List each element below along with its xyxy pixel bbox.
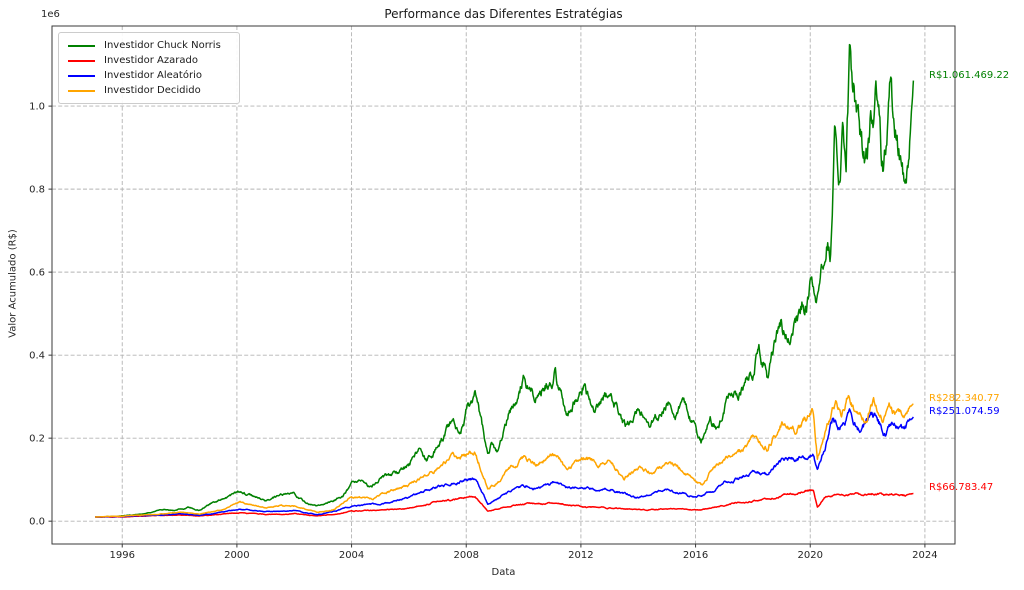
- legend-label: Investidor Azarado: [104, 54, 198, 66]
- plot-border: [51, 25, 956, 545]
- x-tick-label: 2008: [454, 550, 479, 561]
- y-tick-label: 0.6: [29, 268, 45, 279]
- end-value-label: R$251.074.59: [929, 406, 1000, 417]
- y-tick-label: 0.2: [29, 434, 45, 445]
- series-line-2: [94, 489, 914, 519]
- legend-label: Investidor Aleatório: [104, 69, 202, 81]
- legend-line-swatch: [68, 59, 95, 62]
- y-tick-label: 1.0: [29, 102, 45, 113]
- legend-item: Investidor Decidido: [68, 84, 230, 96]
- chart-title: Performance das Diferentes Estratégias: [384, 7, 623, 21]
- legend-line-swatch: [68, 44, 95, 47]
- x-tick-label: 2004: [339, 550, 364, 561]
- x-tick-label: 2020: [798, 550, 823, 561]
- legend-item: Investidor Chuck Norris: [68, 39, 230, 51]
- end-value-label: R$66.783.47: [929, 482, 994, 493]
- legend-item: Investidor Aleatório: [68, 69, 230, 81]
- series-line-4: [94, 394, 914, 518]
- x-tick-label: 2012: [568, 550, 593, 561]
- series-line-3: [94, 408, 914, 518]
- legend-label: Investidor Decidido: [104, 84, 201, 96]
- y-tick-label: 0.4: [29, 351, 45, 362]
- legend: Investidor Chuck Norris Investidor Azarad…: [58, 32, 240, 104]
- end-value-label: R$1.061.469.22: [929, 70, 1010, 81]
- y-tick-label: 0.0: [29, 517, 45, 528]
- legend-line-swatch: [68, 89, 95, 92]
- legend-item: Investidor Azarado: [68, 54, 230, 66]
- legend-line-swatch: [68, 74, 95, 77]
- end-value-label: R$282.340.77: [929, 393, 1000, 404]
- x-tick-label: 1996: [110, 550, 135, 561]
- y-axis-offset-label: 1e6: [41, 9, 60, 20]
- x-tick-label: 2016: [683, 550, 708, 561]
- x-tick-label: 2024: [912, 550, 937, 561]
- legend-label: Investidor Chuck Norris: [104, 39, 221, 51]
- series-line-1: [94, 43, 915, 518]
- y-tick-label: 0.8: [29, 185, 45, 196]
- x-axis-label: Data: [491, 567, 516, 578]
- x-tick-label: 2000: [224, 550, 249, 561]
